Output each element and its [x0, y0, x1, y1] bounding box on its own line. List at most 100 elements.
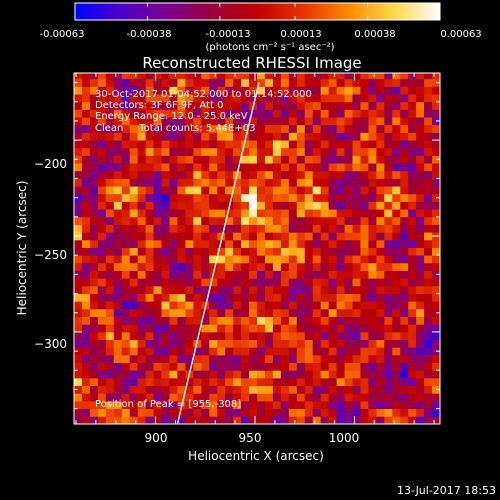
heatmap-cell	[209, 155, 218, 164]
heatmap-cell	[105, 132, 115, 141]
heatmap-cell	[241, 247, 250, 256]
heatmap-cell	[257, 73, 266, 80]
heatmap-cell	[384, 124, 393, 133]
heatmap-cell	[89, 170, 99, 179]
heatmap-cell	[280, 155, 290, 164]
heatmap-cell	[408, 186, 417, 195]
heatmap-cell	[177, 163, 186, 172]
heatmap-cell	[161, 362, 170, 371]
heatmap-cell	[233, 201, 242, 210]
heatmap-cell	[193, 301, 202, 310]
heatmap-cell	[153, 293, 162, 302]
heatmap-cell	[416, 186, 425, 195]
heatmap-cell	[241, 377, 250, 387]
heatmap-cell	[105, 270, 115, 279]
heatmap-cell	[296, 270, 306, 279]
heatmap-cell	[161, 78, 170, 87]
heatmap-cell	[304, 278, 314, 287]
heatmap-cell	[113, 316, 123, 325]
heatmap-cell	[384, 377, 393, 387]
heatmap-cell	[416, 308, 425, 317]
heatmap-cell	[424, 285, 433, 294]
heatmap-cell	[193, 186, 202, 195]
heatmap-cell	[81, 354, 91, 364]
heatmap-cell	[161, 216, 170, 225]
heatmap-cell	[352, 132, 361, 141]
heatmap-cell	[328, 354, 337, 364]
heatmap-cell	[336, 117, 345, 126]
heatmap-cell	[344, 201, 353, 210]
heatmap-cell	[225, 293, 234, 302]
heatmap-cell	[193, 324, 202, 333]
heatmap-cell	[424, 209, 433, 218]
heatmap-cell	[241, 362, 250, 371]
heatmap-cell	[336, 232, 345, 241]
heatmap-cell	[376, 78, 385, 87]
heatmap-cell	[296, 354, 306, 364]
heatmap-cell	[177, 301, 186, 310]
heatmap-cell	[424, 109, 433, 118]
heatmap-cell	[376, 308, 385, 317]
heatmap-cell	[336, 339, 345, 348]
heatmap-cell	[185, 385, 194, 394]
heatmap-cell	[225, 324, 234, 333]
heatmap-cell	[193, 370, 202, 379]
heatmap-cell	[185, 224, 194, 233]
heatmap-cell	[368, 132, 377, 141]
heatmap-cell	[97, 408, 107, 417]
heatmap-cell	[400, 255, 409, 264]
heatmap-cell	[304, 362, 314, 371]
heatmap-cell	[145, 347, 154, 356]
heatmap-cell	[225, 140, 234, 149]
heatmap-cell	[416, 362, 425, 371]
heatmap-cell	[376, 301, 385, 310]
heatmap-cell	[264, 370, 274, 379]
heatmap-cell	[352, 270, 361, 279]
heatmap-cell	[129, 354, 139, 364]
heatmap-cell	[296, 78, 306, 87]
heatmap-cell	[233, 101, 242, 110]
heatmap-cell	[336, 270, 345, 279]
heatmap-cell	[344, 416, 353, 424]
heatmap-cell	[201, 232, 210, 241]
heatmap-cell	[161, 285, 170, 294]
heatmap-cell	[225, 132, 234, 141]
heatmap-cell	[209, 94, 218, 103]
heatmap-cell	[368, 354, 377, 364]
heatmap-cell	[432, 400, 440, 410]
heatmap-cell	[312, 347, 322, 356]
heatmap-cell	[89, 94, 99, 103]
heatmap-cell	[209, 147, 218, 156]
heatmap-cell	[145, 370, 154, 379]
heatmap-cell	[97, 285, 107, 294]
heatmap-cell	[225, 347, 234, 356]
heatmap-cell	[161, 393, 170, 402]
heatmap-cell	[241, 270, 250, 279]
heatmap-cell	[312, 385, 322, 394]
heatmap-cell	[352, 339, 361, 348]
heatmap-cell	[233, 224, 242, 233]
heatmap-cell	[424, 239, 433, 248]
heatmap-cell	[392, 132, 401, 141]
heatmap-cell	[249, 385, 258, 394]
heatmap-cell	[368, 78, 377, 87]
heatmap-cell	[272, 101, 282, 110]
heatmap-cell	[280, 362, 290, 371]
heatmap-cell	[304, 86, 314, 95]
heatmap-cell	[217, 232, 226, 241]
heatmap-cell	[304, 178, 314, 187]
heatmap-cell	[153, 270, 162, 279]
heatmap-cell	[137, 132, 147, 141]
heatmap-cell	[137, 163, 147, 172]
heatmap-cell	[89, 124, 99, 133]
heatmap-cell	[225, 339, 234, 348]
heatmap-cell	[312, 101, 322, 110]
heatmap-cell	[233, 216, 242, 225]
heatmap-cell	[416, 416, 425, 424]
heatmap-cell	[352, 324, 361, 333]
heatmap-cell	[280, 339, 290, 348]
heatmap-cell	[400, 73, 409, 80]
heatmap-cell	[360, 216, 369, 225]
heatmap-cell	[352, 109, 361, 118]
